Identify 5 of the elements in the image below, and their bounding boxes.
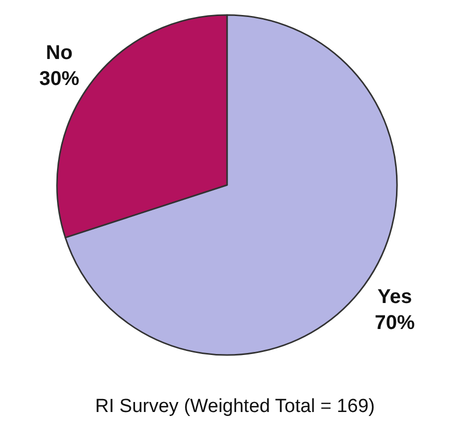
slice-label: No [46,42,73,64]
text: RI Survey (Weighted Total = 169) [95,396,375,417]
data-label: 70% [374,312,416,334]
data-label: 30% [39,68,80,90]
slice-label: Yes [378,286,412,308]
